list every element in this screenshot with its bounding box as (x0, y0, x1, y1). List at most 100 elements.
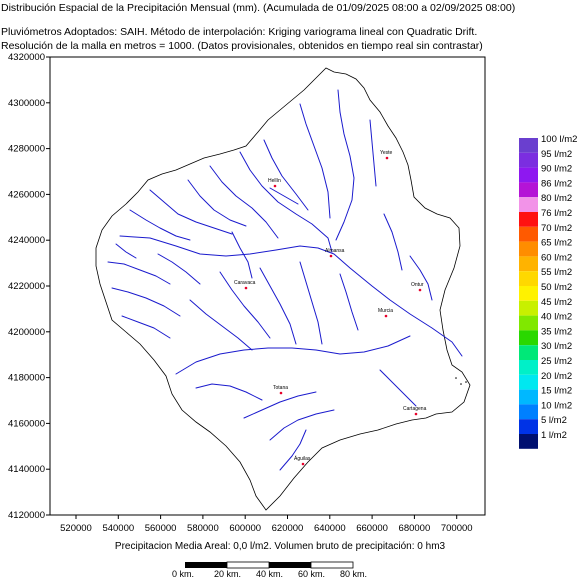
river-tributary (157, 253, 201, 285)
river-tributary (189, 299, 253, 351)
river-tributary (383, 213, 403, 271)
coastal-islets (455, 377, 467, 385)
river-tributary (263, 139, 309, 211)
legend-swatch (519, 138, 538, 153)
station-label: Totana (273, 385, 288, 391)
legend-label: 100 l/m2 (541, 134, 577, 145)
station-aguilas: Águilas (294, 455, 311, 466)
x-tick-label: 520000 (60, 523, 92, 534)
resolution-info: Resolución de la malla en metros = 1000.… (1, 40, 483, 52)
legend-label: 20 l/m2 (541, 371, 572, 382)
river-tributary (129, 209, 191, 241)
legend-label: 55 l/m2 (541, 267, 572, 278)
x-tick-label: 580000 (187, 523, 219, 534)
station-marker (418, 288, 422, 292)
river-tributary (187, 179, 247, 227)
legend-swatch (519, 241, 538, 257)
areal-precipitation-summary: Precipitacion Media Areal: 0,0 l/m2. Vol… (114, 541, 446, 552)
legend-swatch (519, 182, 538, 198)
river-tributary (299, 103, 331, 219)
legend-label: 76 l/m2 (541, 208, 572, 219)
river-tributary (115, 243, 137, 259)
scale-segment (310, 561, 354, 569)
legend-label: 10 l/m2 (541, 400, 572, 411)
y-axis: 4320000 4300000 4280000 4260000 4240000 42200… (8, 52, 50, 521)
legend-swatch (519, 300, 538, 316)
x-tick-label: 640000 (314, 523, 346, 534)
y-tick-label: 4140000 (8, 464, 45, 475)
station-label: Águilas (294, 455, 311, 462)
scale-label: 40 km. (256, 569, 283, 579)
station-marker (414, 412, 418, 416)
station-totana: Totana (273, 385, 288, 395)
legend-label: 30 l/m2 (541, 341, 572, 352)
station-label: Murcia (378, 308, 393, 314)
y-tick-label: 4220000 (8, 281, 45, 292)
station-marker (385, 156, 389, 160)
x-tick-label: 680000 (399, 523, 431, 534)
station-cartagena: Cartagena (403, 406, 427, 416)
river-tributary (243, 391, 317, 419)
station-marker (329, 254, 333, 258)
legend-swatch (519, 167, 538, 183)
legend-label: 90 l/m2 (541, 164, 572, 175)
y-tick-label: 4160000 (8, 418, 45, 429)
legend-label: 1 l/m2 (541, 430, 567, 441)
x-tick-label: 660000 (356, 523, 388, 534)
river-segura-main (119, 235, 463, 357)
legend-label: 80 l/m2 (541, 193, 572, 204)
scale-bar: 0 km. 20 km. 40 km. 60 km. 80 km. (172, 561, 367, 579)
river-tributary (259, 267, 297, 345)
x-axis: 520000 540000 560000 580000 600000 620000 6400… (60, 515, 473, 534)
legend-label: 45 l/m2 (541, 297, 572, 308)
islet (455, 377, 457, 379)
legend-swatch (519, 419, 538, 434)
legend-swatch (519, 374, 538, 390)
river-tributary (409, 255, 433, 301)
river-tributary (111, 287, 181, 317)
y-tick-label: 4240000 (8, 235, 45, 246)
islet (460, 383, 462, 385)
legend-swatch (519, 345, 538, 360)
station-label: Almansa (325, 248, 345, 254)
y-tick-label: 4120000 (8, 510, 45, 521)
x-tick-label: 560000 (145, 523, 177, 534)
station-yeste: Yeste (380, 150, 393, 160)
station-ontur: Ontur (411, 282, 424, 292)
station-murcia: Murcia (378, 308, 393, 318)
legend-label: 15 l/m2 (541, 386, 572, 397)
station-label: Hellín (268, 178, 281, 184)
station-marker (384, 314, 388, 318)
river-network (107, 89, 463, 471)
river-tributary (231, 231, 253, 279)
scale-segment (226, 561, 270, 569)
scale-label: 0 km. (172, 569, 194, 579)
legend-label: 65 l/m2 (541, 238, 572, 249)
legend-label: 50 l/m2 (541, 282, 572, 293)
river-guadalentin (175, 335, 411, 375)
legend-swatch (519, 256, 538, 272)
legend-label: 5 l/m2 (541, 415, 567, 426)
x-tick-label: 700000 (441, 523, 473, 534)
legend-label: 40 l/m2 (541, 312, 572, 323)
river-tributary (195, 383, 263, 401)
basin-outline (95, 67, 471, 511)
interpolation-info: Pluviómetros Adoptados: SAIH. Método de … (1, 26, 478, 38)
river-tributary (379, 369, 417, 407)
precipitation-legend: 100 l/m2 95 l/m2 90 l/m2 86 l/m2 80 l/m2 76 l… (519, 134, 577, 449)
legend-swatch (519, 212, 538, 227)
islet (465, 381, 467, 383)
station-label: Cartagena (403, 406, 427, 412)
station-hellin: Hellín (268, 178, 281, 188)
station-marker (244, 286, 248, 290)
station-marker (301, 462, 305, 466)
river-tributary (279, 429, 307, 471)
legend-swatch (519, 434, 538, 449)
river-tributary (335, 89, 355, 241)
scale-label: 60 km. (298, 569, 325, 579)
legend-swatch (519, 271, 538, 286)
station-almansa: Almansa (325, 248, 345, 258)
legend-swatch (519, 330, 538, 346)
legend-swatch (519, 197, 538, 212)
